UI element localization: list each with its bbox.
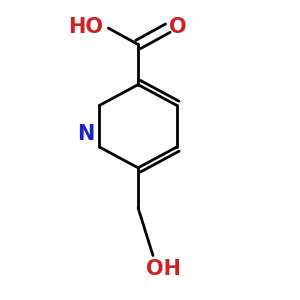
Text: O: O — [169, 17, 187, 37]
Text: HO: HO — [69, 17, 104, 37]
Text: N: N — [77, 124, 95, 144]
Text: OH: OH — [146, 259, 181, 279]
